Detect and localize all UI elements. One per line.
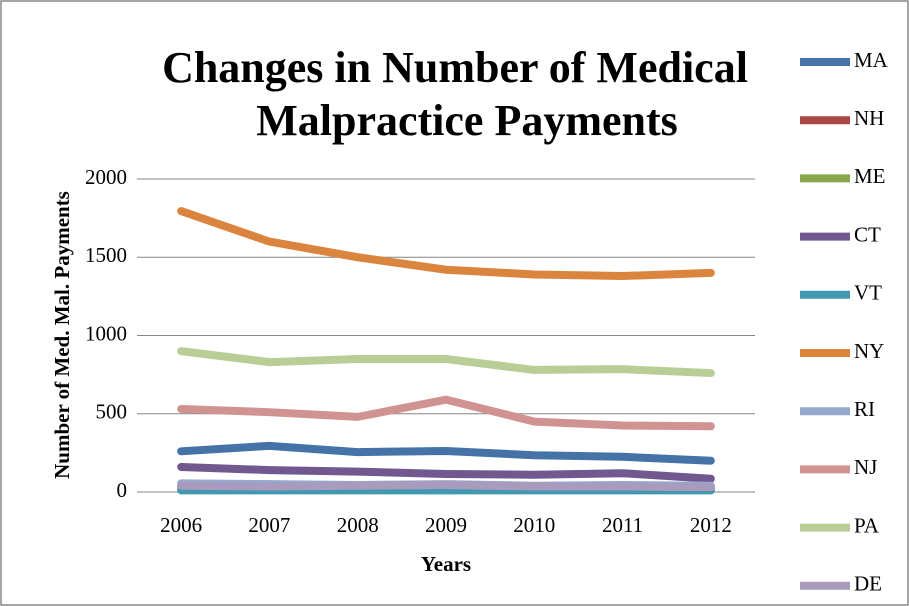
legend-label: CT <box>854 222 881 246</box>
legend-label: NH <box>854 106 884 130</box>
legend-label: DE <box>854 572 882 596</box>
y-tick-label: 0 <box>117 478 128 502</box>
x-tick-label: 2008 <box>337 513 379 537</box>
y-tick-label: 2000 <box>85 165 127 189</box>
legend-label: RI <box>854 397 875 421</box>
data-line <box>177 462 715 483</box>
data-line <box>177 347 715 378</box>
legend-label: ME <box>854 164 886 188</box>
data-line <box>177 207 715 281</box>
x-tick-label: 2012 <box>690 513 732 537</box>
data-line <box>177 395 715 431</box>
legend-label: VT <box>854 281 882 305</box>
legend-label: NY <box>854 339 884 363</box>
x-tick-label: 2009 <box>425 513 467 537</box>
x-tick-label: 2007 <box>248 513 290 537</box>
y-axis-title: Number of Med. Mal. Payments <box>50 191 74 479</box>
legend-label: MA <box>854 48 889 72</box>
y-tick-label: 1000 <box>85 321 127 345</box>
chart-title: Changes in Number of Medical <box>162 43 748 92</box>
data-line <box>177 480 715 492</box>
y-tick-label: 500 <box>96 400 128 424</box>
x-axis-title: Years <box>421 552 471 576</box>
data-line <box>177 441 715 465</box>
chart-title: Malpractice Payments <box>256 96 678 145</box>
legend-label: PA <box>854 513 880 537</box>
x-tick-label: 2006 <box>160 513 202 537</box>
x-tick-label: 2011 <box>602 513 643 537</box>
y-tick-label: 1500 <box>85 243 127 267</box>
legend-label: NJ <box>854 455 877 479</box>
x-tick-label: 2010 <box>513 513 555 537</box>
